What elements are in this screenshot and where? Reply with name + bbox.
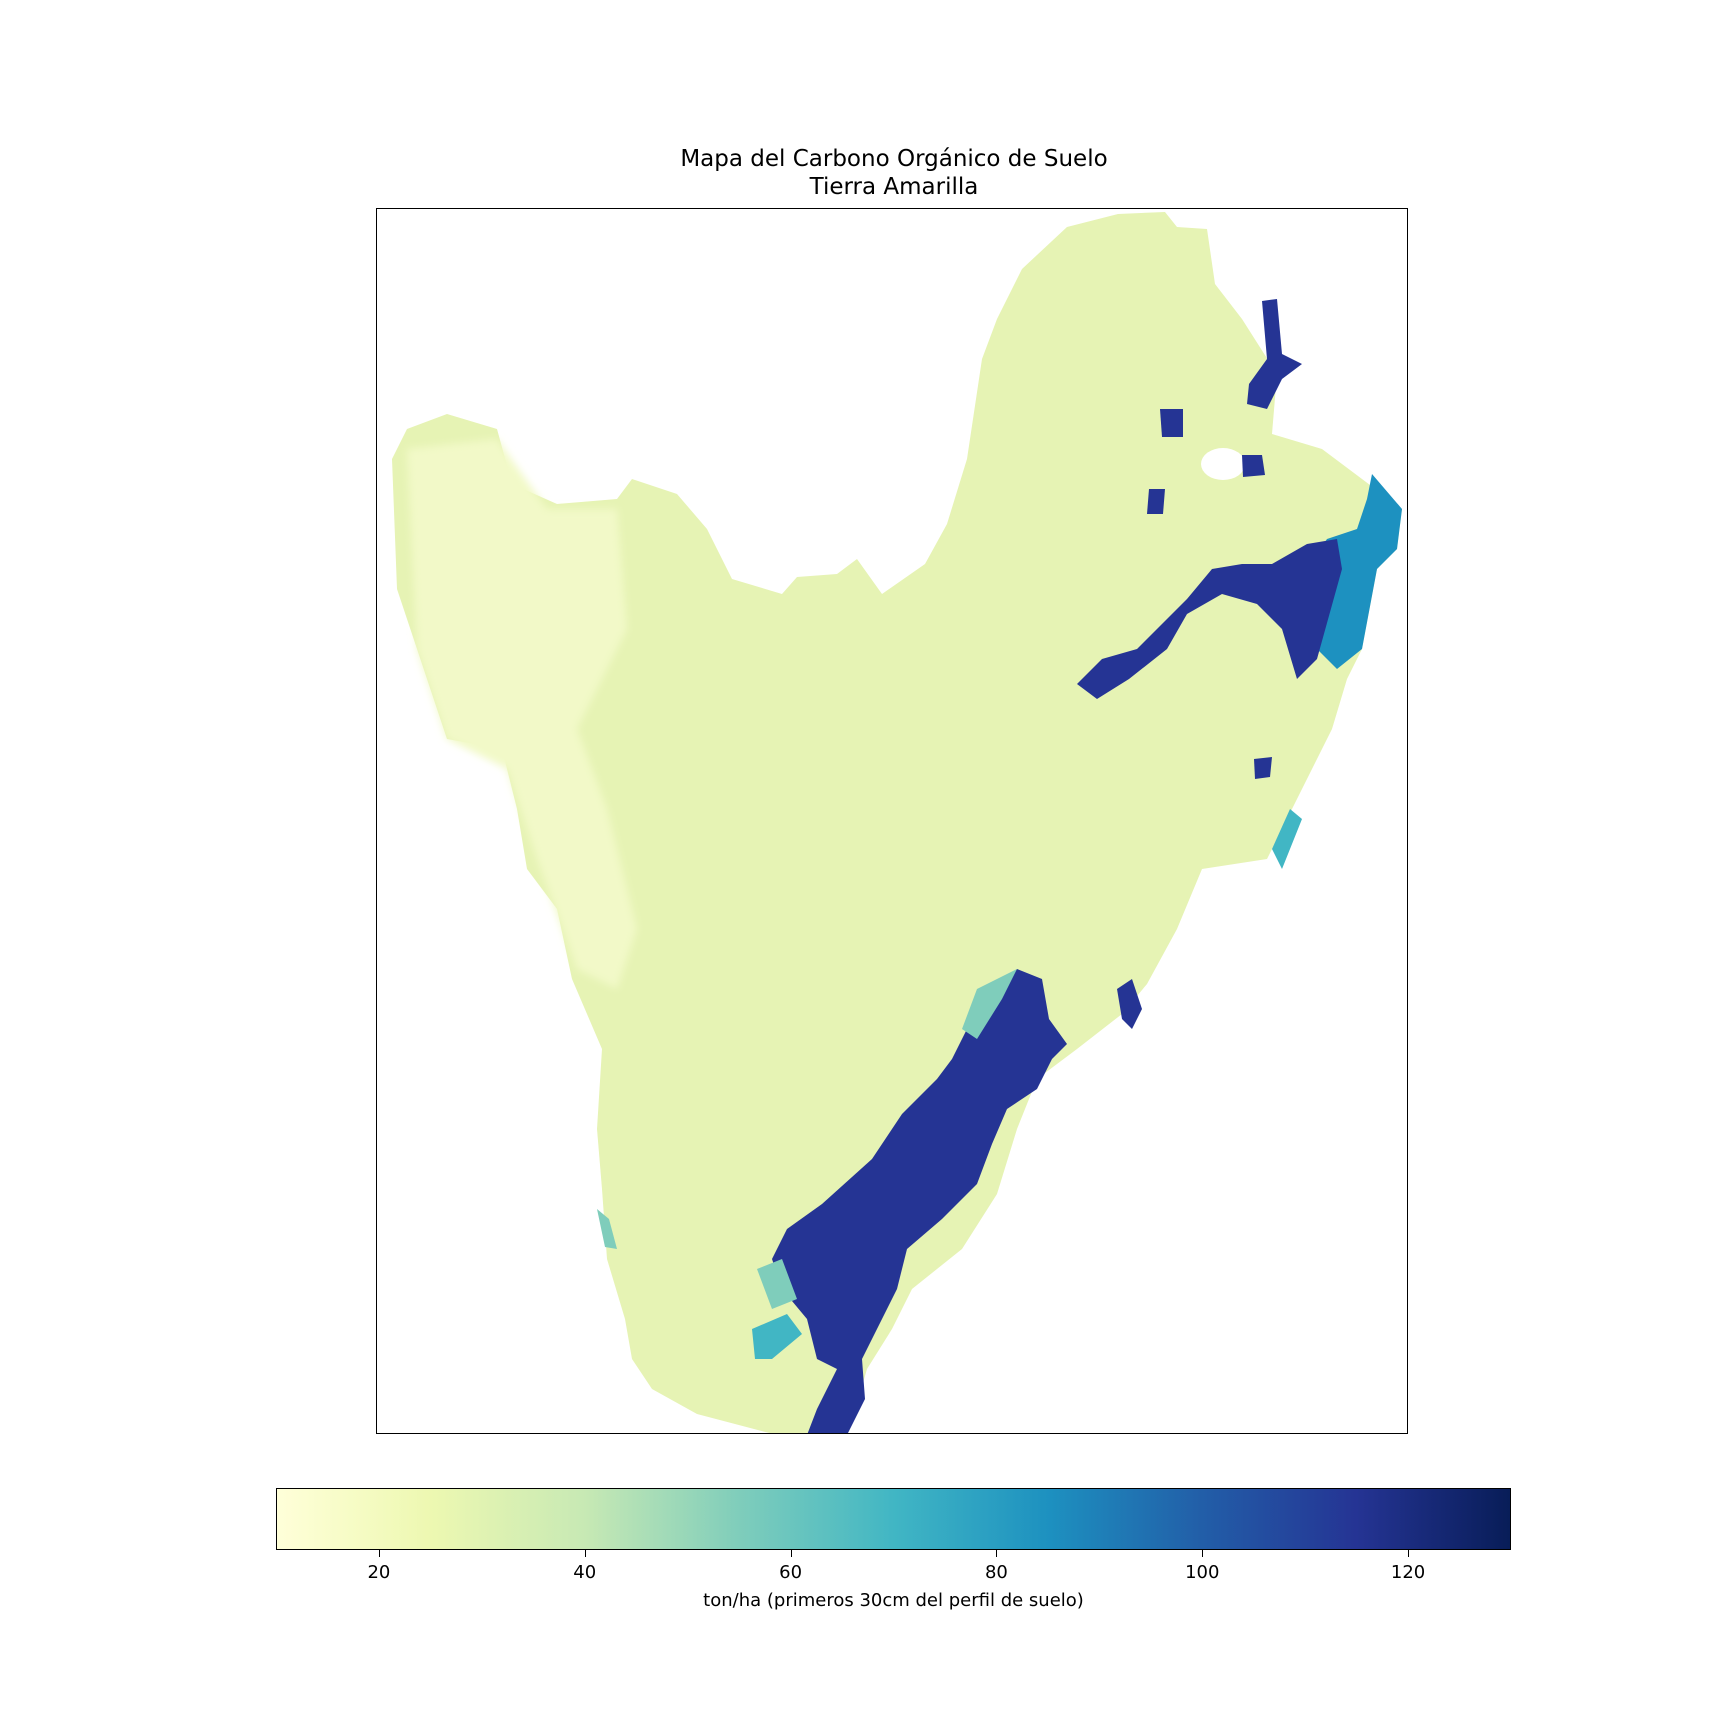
high-carbon-patch [1147, 489, 1165, 514]
map-subtitle: Tierra Amarilla [809, 174, 979, 200]
high-carbon-northeast [1247, 299, 1302, 409]
colorbar-tick-label: 120 [1390, 1562, 1426, 1583]
soil-carbon-map [392, 212, 1402, 1433]
map-area [376, 208, 1408, 1434]
east-fringe [1272, 809, 1302, 869]
colorbar-tick-label: 40 [573, 1562, 597, 1583]
southern-fringe [757, 1259, 797, 1309]
colorbar-gradient [277, 1489, 1510, 1549]
colorbar [276, 1488, 1511, 1550]
high-carbon-patch [1160, 409, 1183, 437]
southern-fringe [597, 1209, 617, 1249]
southern-fringe [752, 1314, 802, 1359]
western-low-zone [407, 439, 637, 989]
high-carbon-patch [1242, 455, 1265, 477]
colorbar-tick-label: 20 [367, 1562, 391, 1583]
colorbar-tick-label: 100 [1185, 1562, 1220, 1583]
colorbar-tick-label: 60 [779, 1562, 803, 1583]
central-patch [1117, 979, 1142, 1029]
colorbar-tick [790, 1550, 792, 1557]
east-band [1307, 474, 1402, 669]
colorbar-tick [1408, 1550, 1410, 1557]
southern-fringe [962, 969, 1017, 1039]
map-title: Mapa del Carbono Orgánico de Suelo [680, 146, 1108, 172]
territory-shape [392, 212, 1402, 1433]
colorbar-tick [1202, 1550, 1204, 1557]
colorbar-tick [584, 1550, 586, 1557]
colorbar-tick [378, 1550, 380, 1557]
southern-ridge [772, 969, 1067, 1433]
lake [1201, 448, 1245, 480]
colorbar-tick-label: 80 [984, 1562, 1008, 1583]
colorbar-tick [996, 1550, 998, 1557]
colorbar-label: ton/ha (primeros 30cm del perfil de suel… [703, 1590, 1084, 1611]
east-patch [1254, 757, 1272, 779]
east-deep-band [1077, 539, 1342, 699]
